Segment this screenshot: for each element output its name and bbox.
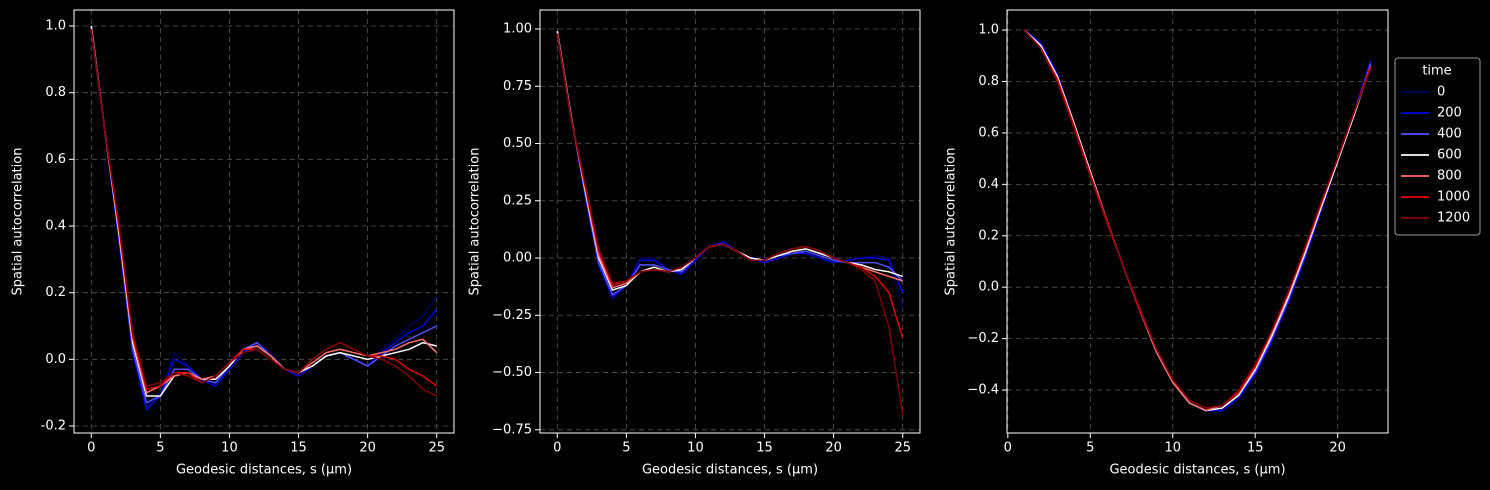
x-tick-label: 25 — [894, 441, 911, 456]
axes-frame — [73, 9, 455, 434]
legend-label: 0 — [1437, 85, 1445, 100]
x-axis-label: Geodesic distances, s (μm) — [1109, 463, 1285, 478]
x-tick-label: 15 — [1247, 441, 1264, 456]
y-tick-label: 0.75 — [503, 79, 532, 94]
y-tick-label: −0.50 — [492, 365, 532, 380]
series-line — [556, 31, 904, 296]
x-tick-label: 20 — [1329, 441, 1346, 456]
legend-label: 800 — [1437, 169, 1462, 184]
y-tick-label: -0.2 — [41, 419, 66, 434]
series-line — [90, 25, 437, 397]
series-line — [90, 29, 438, 394]
x-axis-label: Geodesic distances, s (μm) — [642, 463, 818, 478]
x-tick-label: 10 — [221, 441, 238, 456]
x-axis-label: Geodesic distances, s (μm) — [176, 463, 352, 478]
x-tick-label: 10 — [1164, 441, 1181, 456]
y-tick-label: 0.6 — [45, 152, 66, 167]
y-tick-label: 0.6 — [978, 125, 999, 140]
series-line — [556, 33, 903, 289]
legend-label: 1000 — [1437, 190, 1470, 205]
y-tick-label: 0.25 — [503, 193, 532, 208]
x-tick-label: 5 — [622, 441, 630, 456]
x-tick-label: 20 — [359, 441, 376, 456]
x-tick-label: 5 — [156, 441, 164, 456]
x-tick-label: 0 — [87, 441, 95, 456]
y-tick-label: 0.4 — [45, 219, 66, 234]
y-tick-label: 1.00 — [503, 22, 532, 37]
x-tick-label: 0 — [1004, 441, 1012, 456]
series-line — [1023, 29, 1372, 412]
series-line — [1023, 29, 1372, 412]
legend-label: 600 — [1437, 148, 1462, 163]
series-line — [90, 25, 438, 404]
x-tick-label: 15 — [290, 441, 307, 456]
x-tick-label: 15 — [756, 441, 773, 456]
series-line — [556, 31, 904, 309]
y-tick-label: 0.2 — [978, 228, 999, 243]
series-line — [556, 31, 903, 292]
y-axis-label: Spatial autocorrelation — [468, 148, 483, 296]
legend-title: time — [1422, 64, 1451, 79]
y-tick-label: 0.50 — [503, 136, 532, 151]
series-line — [556, 33, 904, 414]
x-tick-label: 5 — [1086, 441, 1094, 456]
y-tick-label: 1.0 — [45, 19, 66, 34]
y-tick-label: 0.8 — [45, 85, 66, 100]
legend-label: 200 — [1437, 106, 1462, 121]
y-tick-label: −0.2 — [967, 331, 999, 346]
axes-frame — [1006, 9, 1389, 434]
series-line — [1023, 29, 1372, 409]
series-line — [1023, 29, 1372, 412]
legend-label: 1200 — [1437, 211, 1470, 226]
x-tick-label: 10 — [687, 441, 704, 456]
legend-box — [1394, 57, 1481, 236]
series-line — [1023, 29, 1372, 412]
y-tick-label: 0.00 — [503, 251, 532, 266]
y-tick-label: 0.0 — [978, 280, 999, 295]
axes-frame — [539, 9, 921, 434]
series-line — [90, 29, 438, 397]
series-line — [1023, 29, 1372, 412]
y-tick-label: −0.75 — [492, 422, 532, 437]
y-tick-label: 0.8 — [978, 74, 999, 89]
x-tick-label: 25 — [428, 441, 445, 456]
y-tick-label: 0.0 — [45, 352, 66, 367]
x-tick-label: 20 — [825, 441, 842, 456]
y-tick-label: 0.4 — [978, 177, 999, 192]
series-line — [90, 25, 438, 408]
y-axis-label: Spatial autocorrelation — [944, 148, 959, 296]
x-tick-label: 0 — [553, 441, 561, 456]
y-axis-label: Spatial autocorrelation — [11, 148, 26, 296]
series-line — [556, 31, 904, 299]
y-tick-label: −0.25 — [492, 308, 532, 323]
y-tick-label: 0.2 — [45, 285, 66, 300]
y-tick-label: 1.0 — [978, 23, 999, 38]
legend-label: 400 — [1437, 127, 1462, 142]
y-tick-label: −0.4 — [967, 383, 999, 398]
series-line — [90, 29, 438, 391]
